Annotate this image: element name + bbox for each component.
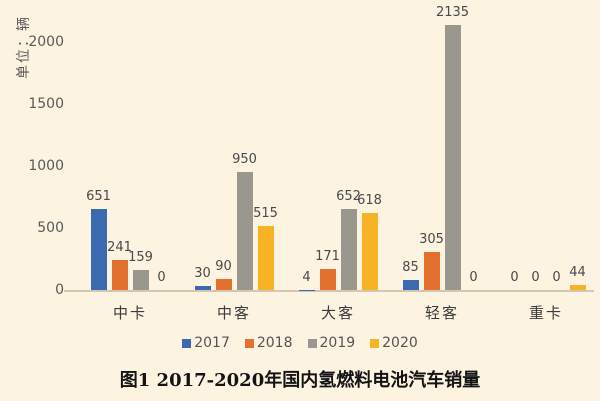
bar-2019-轻客 <box>444 25 461 290</box>
bar-value-label: 159 <box>128 250 153 266</box>
y-tick-label: 2000 <box>28 34 64 50</box>
bar-value-label: 651 <box>86 189 111 205</box>
bar-2018-中客 <box>215 278 232 290</box>
bar-value-label: 0 <box>157 270 166 285</box>
category-label-1: 中卡 <box>112 304 147 322</box>
legend: 2017 2018 2019 2020 <box>0 335 600 351</box>
bar-value-label: 515 <box>253 206 278 222</box>
bar-2019-中卡 <box>132 270 149 290</box>
bar-value-label: 652 <box>336 189 361 205</box>
category-label-3: 大客 <box>320 304 355 322</box>
legend-item-2019: 2019 <box>307 335 356 351</box>
bar-value-label: 90 <box>215 258 232 274</box>
bar-value-label: 4 <box>302 269 311 285</box>
bar-2020-大客 <box>361 213 378 290</box>
bar-2017-轻客 <box>402 279 419 290</box>
bar-value-label: 241 <box>107 240 132 256</box>
category-label-2: 中客 <box>216 304 251 322</box>
bar-value-label: 0 <box>510 270 519 285</box>
bar-value-label: 30 <box>194 266 211 282</box>
legend-item-2018: 2018 <box>244 335 293 351</box>
bar-2020-中客 <box>257 226 274 290</box>
bar-value-label: 0 <box>531 270 540 285</box>
bar-2017-中卡 <box>90 209 107 290</box>
bar-value-label: 305 <box>419 232 444 248</box>
bar-2017-中客 <box>194 286 211 290</box>
category-label-5: 重卡 <box>528 304 563 322</box>
legend-swatch-icon <box>370 338 380 348</box>
bar-2019-中客 <box>236 172 253 290</box>
legend-label: 2018 <box>256 335 293 351</box>
legend-label: 2019 <box>319 335 356 351</box>
figure-caption: 图1 2017-2020年国内氢燃料电池汽车销量 <box>119 370 481 391</box>
legend-label: 2017 <box>194 335 230 351</box>
bar-value-label: 2135 <box>435 5 470 21</box>
y-tick-label: 1500 <box>28 96 64 112</box>
bar-value-label: 0 <box>552 270 561 285</box>
bar-value-label: 618 <box>357 193 382 209</box>
bar-value-label: 44 <box>569 264 586 280</box>
bar-value-label: 171 <box>315 248 340 264</box>
bar-2019-大客 <box>340 209 357 290</box>
y-tick-label: 1000 <box>28 158 64 174</box>
legend-swatch-icon <box>182 338 192 348</box>
bar-value-label: 950 <box>232 152 257 168</box>
bar-2018-轻客 <box>423 252 440 290</box>
y-tick-label: 500 <box>37 220 64 236</box>
legend-item-2020: 2020 <box>370 335 418 351</box>
bar-2017-大客 <box>298 289 315 290</box>
legend-swatch-icon <box>244 338 254 348</box>
legend-swatch-icon <box>307 338 317 348</box>
bar-2020-重卡 <box>569 284 586 290</box>
legend-item-2017: 2017 <box>182 335 230 351</box>
category-label-4: 轻客 <box>424 304 459 322</box>
y-tick-label: 0 <box>55 282 64 298</box>
bar-value-label: 0 <box>469 270 478 285</box>
bar-2018-中卡 <box>111 260 128 290</box>
bar-value-label: 85 <box>402 259 419 275</box>
x-axis-line <box>64 290 594 292</box>
bar-2018-大客 <box>319 268 336 290</box>
legend-label: 2020 <box>382 335 418 351</box>
